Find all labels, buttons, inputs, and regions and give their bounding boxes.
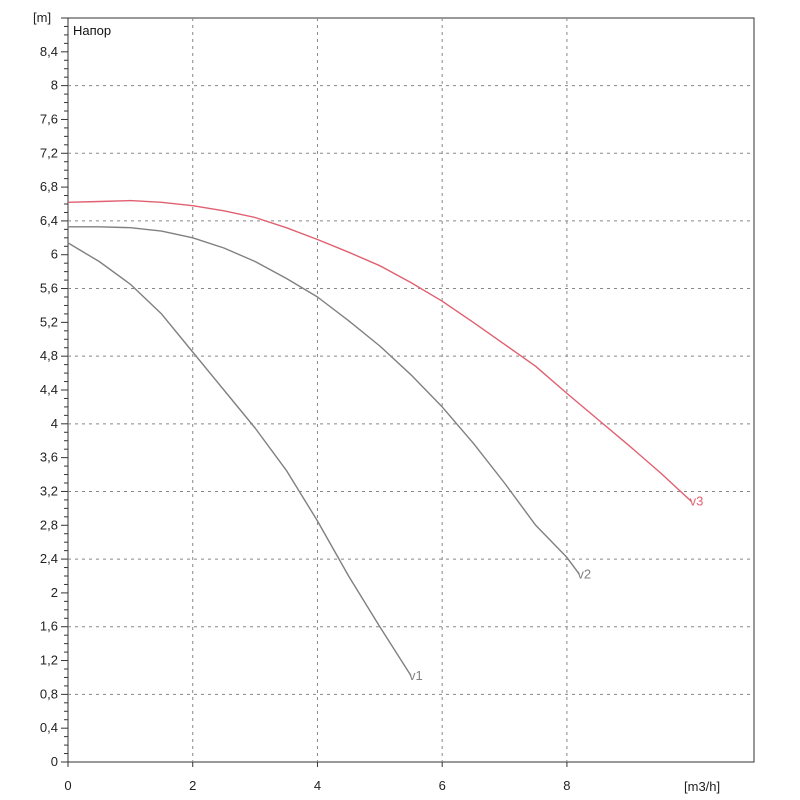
y-tick-label: 4,4 — [40, 382, 58, 397]
y-tick-label: 6 — [51, 247, 58, 262]
y-tick-label: 7,2 — [40, 145, 58, 160]
axes — [61, 17, 568, 767]
y-tick-label: 5,2 — [40, 314, 58, 329]
x-tick-label: 6 — [439, 778, 446, 793]
series-label-v2: v2 — [577, 566, 591, 581]
y-tick-label: 0,8 — [40, 686, 58, 701]
grid-lines — [68, 18, 754, 762]
x-tick-label: 8 — [563, 778, 570, 793]
series-label-v3: v3 — [690, 494, 704, 509]
x-tick-label: 4 — [314, 778, 321, 793]
legend-label: Напор — [73, 23, 111, 38]
plot-frame — [67, 17, 755, 763]
series-line-v3 — [67, 199, 693, 503]
series-lines: v1 v2 v3 — [67, 199, 704, 683]
y-tick-label: 0,4 — [40, 720, 58, 735]
y-tick-label: 4 — [51, 416, 58, 431]
y-tick-label: 0 — [51, 754, 58, 769]
x-axis-unit-label: [m3/h] — [684, 779, 720, 794]
y-tick-label: 7,6 — [40, 111, 58, 126]
y-tick-label: 1,2 — [40, 653, 58, 668]
y-tick-label: 2,4 — [40, 551, 58, 566]
y-tick-label: 6,4 — [40, 213, 58, 228]
series-line-v2 — [68, 226, 580, 575]
y-tick-label: 4,8 — [40, 348, 58, 363]
y-tick-label: 3,6 — [40, 450, 58, 465]
y-tick-label: 8 — [51, 78, 58, 93]
y-tick-label: 6,8 — [40, 179, 58, 194]
y-tick-label: 8,4 — [40, 44, 58, 59]
y-tick-label: 5,6 — [40, 281, 58, 296]
y-tick-label: 2 — [51, 585, 58, 600]
series-label-v1: v1 — [409, 668, 423, 683]
y-axis-unit-label: [m] — [33, 10, 51, 25]
y-tick-label: 2,8 — [40, 517, 58, 532]
x-tick-label: 2 — [189, 778, 196, 793]
y-tick-label: 1,6 — [40, 619, 58, 634]
y-tick-label: 3,2 — [40, 483, 58, 498]
series-line-v1 — [67, 242, 412, 677]
x-tick-label: 0 — [64, 778, 71, 793]
tick-labels: 0 2 4 6 8 0 0,4 0,8 1,2 1,6 2 2,4 2,8 3,2 3,6 4 4,4 4,8 5,… — [40, 44, 571, 793]
